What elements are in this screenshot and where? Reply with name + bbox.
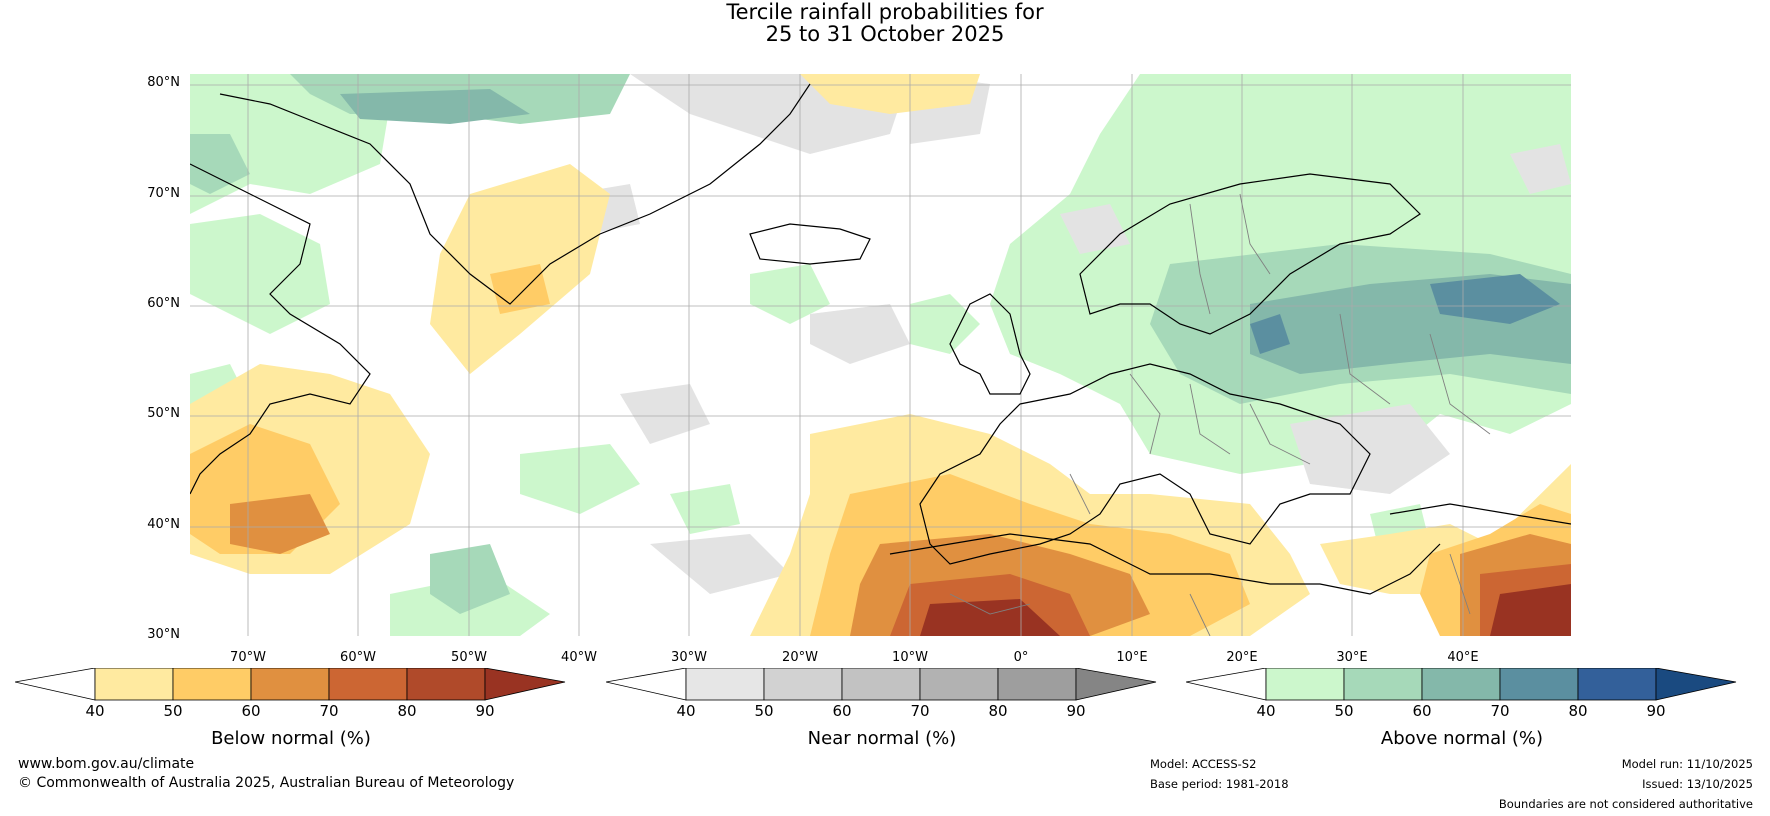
base-period: Base period: 1981-2018: [1150, 777, 1289, 791]
lon-label-0: 0°: [1013, 650, 1029, 665]
issued-date: Issued: 13/10/2025: [1642, 777, 1753, 791]
europe-coast: [919, 363, 1371, 565]
below-normal-swatch-60-70: [250, 668, 330, 701]
above-normal-label: Above normal (%): [1380, 728, 1544, 749]
below-normal-swatch-40-50: [94, 668, 174, 701]
lon-label-10w: 10°W: [892, 650, 928, 665]
lon-label-20e: 20°E: [1226, 650, 1258, 665]
above-normal-swatch-60-70: [1421, 668, 1501, 701]
near-normal-swatch-over: [1075, 668, 1157, 701]
near-tick-80: 80: [988, 702, 1008, 720]
lon-label-30w: 30°W: [671, 650, 707, 665]
scandinavia-coast: [1079, 173, 1421, 335]
website-link[interactable]: www.bom.gov.au/climate: [18, 756, 195, 772]
lon-label-60w: 60°W: [340, 650, 376, 665]
above-normal-strongest-regions: [1250, 274, 1560, 354]
above-tick-50: 50: [1334, 702, 1354, 720]
near-normal-swatch-under: [606, 668, 687, 701]
below-normal-swatch-over: [484, 668, 566, 701]
above-tick-90: 90: [1646, 702, 1666, 720]
copyright-text: © Commonwealth of Australia 2025, Austra…: [18, 775, 515, 791]
near-normal-swatch-70-80: [919, 668, 999, 701]
near-normal-swatch-40-50: [685, 668, 765, 701]
lat-label-30n: 30°N: [147, 627, 180, 642]
above-tick-60: 60: [1412, 702, 1432, 720]
africa-coast: [889, 533, 1441, 595]
canada-coast: [190, 163, 371, 495]
near-normal-colorbar: [606, 668, 1157, 701]
below-normal-swatch-50-60: [172, 668, 252, 701]
above-normal-swatch-40-50: [1265, 668, 1345, 701]
above-normal-colorbar: [1186, 668, 1737, 701]
title-line-2: 25 to 31 October 2025: [765, 22, 1005, 46]
country-borders: [949, 193, 1491, 636]
near-normal-label: Near normal (%): [807, 728, 957, 749]
below-tick-60: 60: [241, 702, 261, 720]
below-normal-label: Below normal (%): [211, 728, 371, 749]
near-tick-70: 70: [910, 702, 930, 720]
below-tick-70: 70: [319, 702, 339, 720]
lon-label-70w: 70°W: [230, 650, 266, 665]
above-normal-swatch-over: [1655, 668, 1737, 701]
above-normal-swatch-50-60: [1343, 668, 1423, 701]
below-tick-50: 50: [163, 702, 183, 720]
lat-label-70n: 70°N: [147, 186, 180, 201]
coastlines: [190, 83, 1571, 595]
lat-label-80n: 80°N: [147, 75, 180, 90]
near-normal-swatch-60-70: [841, 668, 921, 701]
near-tick-90: 90: [1066, 702, 1086, 720]
near-normal-swatch-80-90: [997, 668, 1077, 701]
near-tick-40: 40: [676, 702, 696, 720]
above-normal-swatch-under: [1186, 668, 1267, 701]
above-tick-40: 40: [1256, 702, 1276, 720]
above-tick-80: 80: [1568, 702, 1588, 720]
near-tick-60: 60: [832, 702, 852, 720]
iceland-coast: [749, 223, 871, 265]
greenland-coast: [219, 83, 811, 305]
uk-coast: [949, 293, 1031, 395]
below-normal-swatch-80-90: [406, 668, 486, 701]
below-tick-80: 80: [397, 702, 417, 720]
turkey-coast: [1389, 503, 1571, 525]
below-normal-strongest-regions: [920, 584, 1571, 636]
lon-label-50w: 50°W: [451, 650, 487, 665]
above-tick-70: 70: [1490, 702, 1510, 720]
lat-label-60n: 60°N: [147, 296, 180, 311]
title-line-1: Tercile rainfall probabilities for: [726, 0, 1044, 24]
lat-label-50n: 50°N: [147, 406, 180, 421]
below-tick-90: 90: [475, 702, 495, 720]
model-run-date: Model run: 11/10/2025: [1621, 757, 1753, 771]
below-tick-40: 40: [85, 702, 105, 720]
boundaries-disclaimer: Boundaries are not considered authoritat…: [1498, 797, 1753, 811]
below-normal-swatch-70-80: [328, 668, 408, 701]
below-normal-swatch-under: [15, 668, 96, 701]
lat-label-40n: 40°N: [147, 517, 180, 532]
lon-label-10e: 10°E: [1116, 650, 1148, 665]
lon-label-30e: 30°E: [1336, 650, 1368, 665]
above-normal-swatch-70-80: [1499, 668, 1579, 701]
near-normal-swatch-50-60: [763, 668, 843, 701]
model-name: Model: ACCESS-S2: [1150, 757, 1257, 771]
lon-label-20w: 20°W: [782, 650, 818, 665]
near-tick-50: 50: [754, 702, 774, 720]
above-normal-swatch-80-90: [1577, 668, 1657, 701]
lon-label-40w: 40°W: [561, 650, 597, 665]
lon-label-40e: 40°E: [1447, 650, 1479, 665]
rainfall-probability-map: [190, 74, 1571, 636]
below-normal-colorbar: [15, 668, 566, 701]
